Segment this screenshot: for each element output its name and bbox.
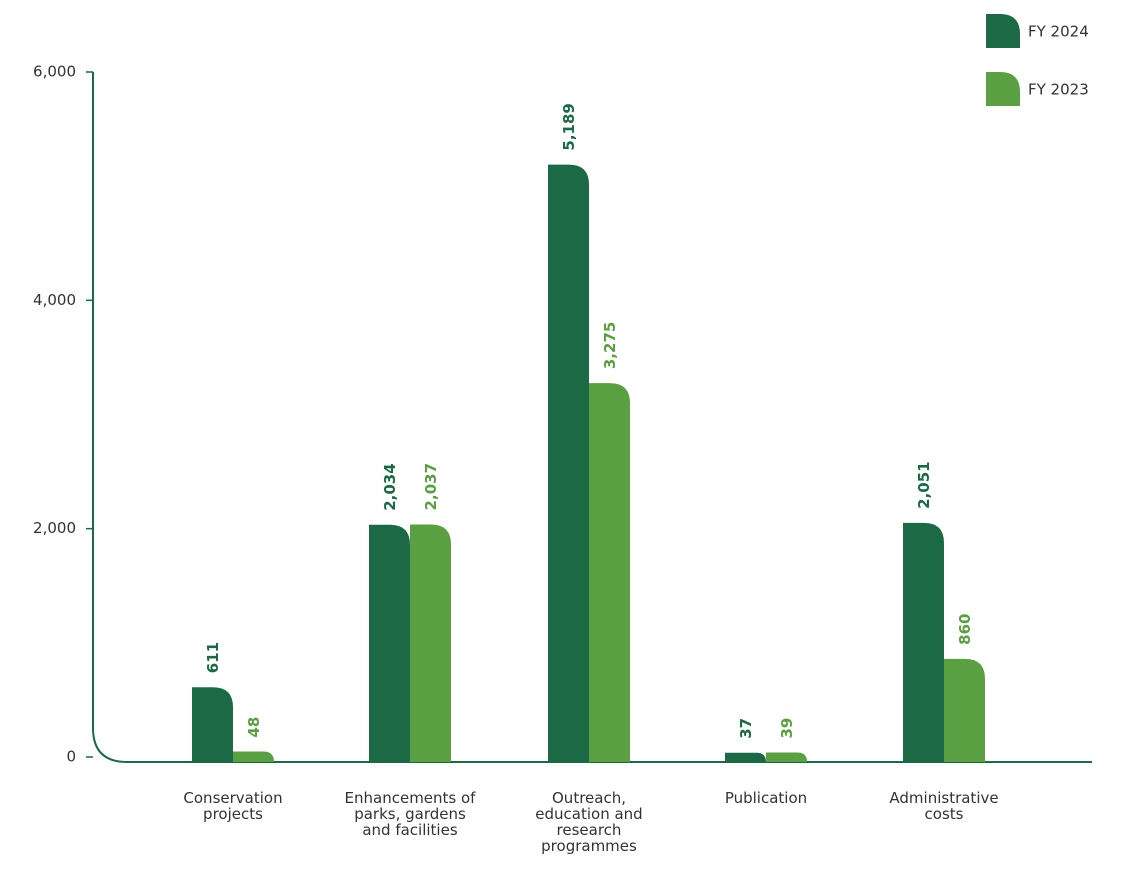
value-label: 48 [245, 717, 263, 738]
legend-swatch [986, 72, 1020, 106]
value-label: 611 [204, 642, 222, 673]
bar [369, 524, 410, 762]
bar [725, 752, 766, 762]
y-tick-label: 6,000 [33, 63, 76, 81]
bar [192, 687, 233, 762]
value-label: 3,275 [601, 322, 619, 369]
bar [589, 383, 630, 762]
legend-label: FY 2024 [1028, 23, 1089, 41]
value-label: 37 [737, 718, 755, 739]
y-tick-label: 4,000 [33, 291, 76, 309]
x-tick-label: Outreach, education and research program… [535, 789, 643, 855]
x-tick-label: Conservation projects [183, 789, 283, 823]
legend-swatch [986, 14, 1020, 48]
bar [944, 658, 985, 762]
y-tick-label: 2,000 [33, 519, 76, 537]
value-label: 2,051 [915, 461, 933, 508]
bar [903, 522, 944, 762]
value-label: 860 [956, 614, 974, 645]
value-label: 5,189 [560, 103, 578, 150]
y-tick-label: 0 [66, 748, 76, 766]
x-tick-label: Publication [724, 789, 808, 807]
value-label: 2,034 [381, 463, 399, 510]
x-tick-label: Enhancements of parks, gardens and facil… [344, 789, 476, 839]
bar [233, 751, 274, 762]
legend-label: FY 2023 [1028, 81, 1089, 99]
value-label: 2,037 [422, 463, 440, 510]
value-label: 39 [778, 718, 796, 739]
bar [766, 752, 807, 762]
bar [410, 524, 451, 762]
x-tick-label: Administrative costs [889, 789, 999, 823]
axis [92, 72, 1092, 763]
bar [548, 164, 589, 762]
